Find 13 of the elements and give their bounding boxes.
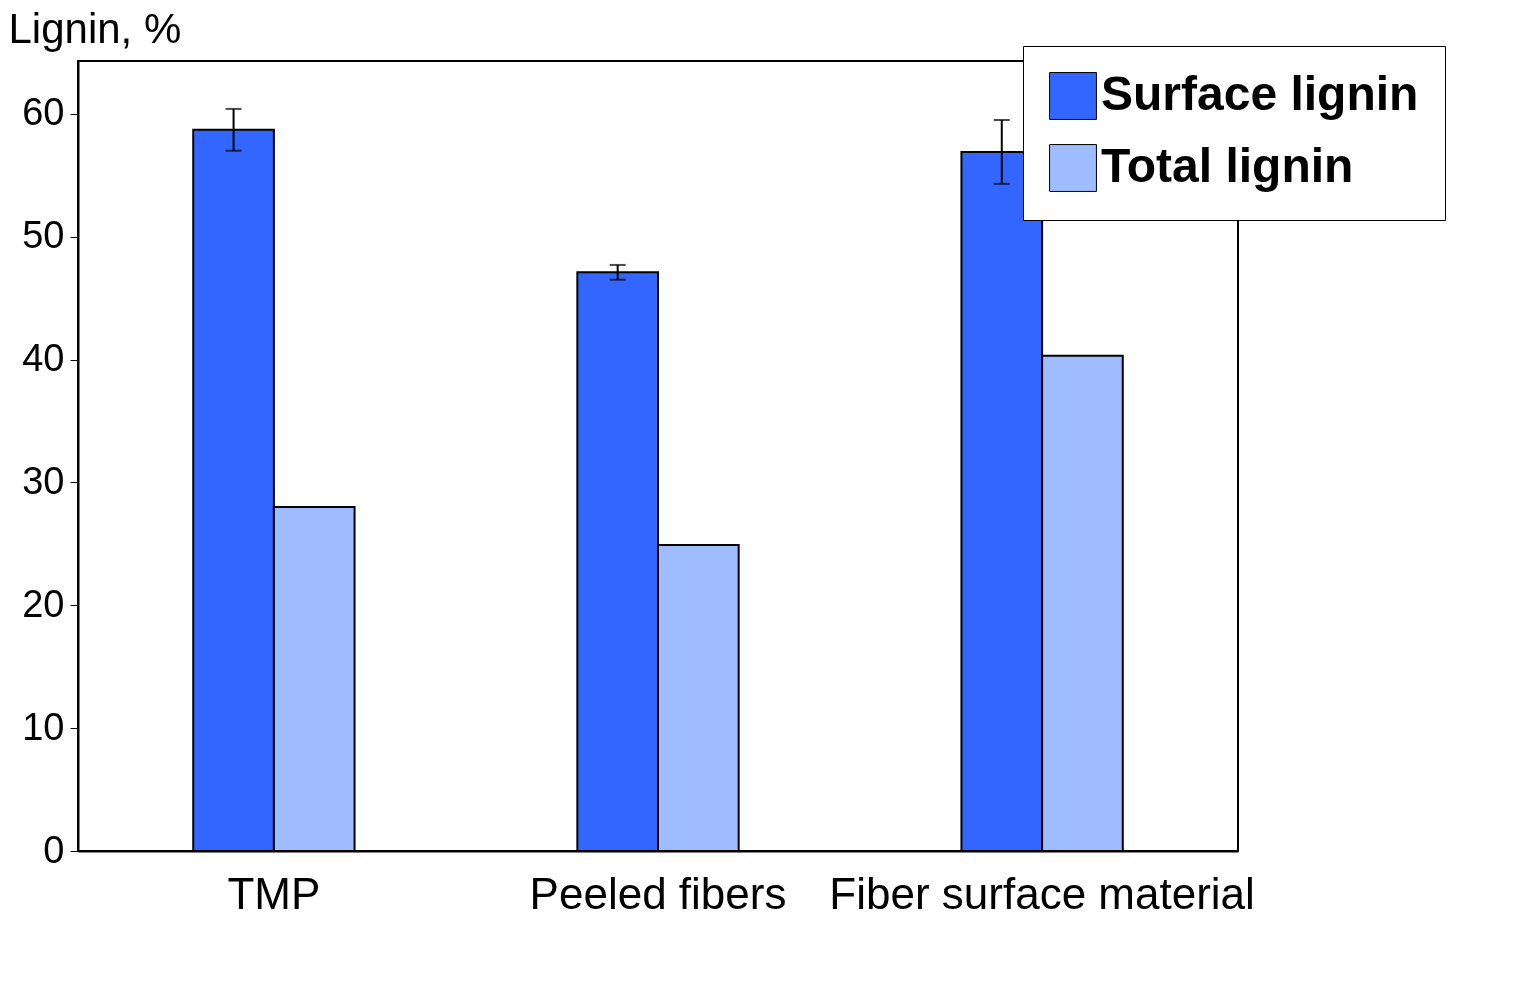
y-tick-label: 60 <box>22 91 65 134</box>
x-tick-label: TMP <box>227 868 321 918</box>
y-tick-label: 30 <box>22 459 65 502</box>
y-tick-label: 40 <box>22 337 65 380</box>
x-tick-label: Peeled fibers <box>529 868 787 918</box>
x-tick-label: Fiber surface material <box>829 868 1255 918</box>
y-axis-title: Lignin, % <box>8 4 182 52</box>
legend-label: Total lignin <box>1101 139 1354 192</box>
y-tick-label: 50 <box>22 214 65 257</box>
y-tick-label: 20 <box>22 582 65 625</box>
legend-label: Surface lignin <box>1101 67 1419 120</box>
y-tick-label: 0 <box>43 828 65 871</box>
y-tick-label: 10 <box>22 705 65 748</box>
